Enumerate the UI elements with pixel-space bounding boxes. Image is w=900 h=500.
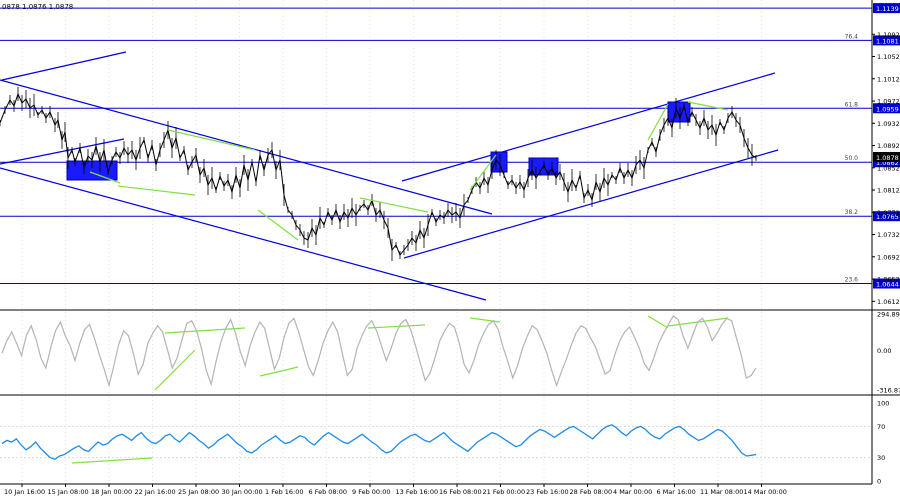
order-block-box [667,101,691,123]
x-tick-label: 18 Jan 00:00 [91,488,132,496]
time-axis-layer: 10 Jan 16:00 15 Jan 08:00 18 Jan 00:00 22 J… [4,484,787,496]
cci-divergence-line [259,366,299,377]
x-tick-label: 4 Mar 00:00 [613,488,652,496]
cci-divergence-line [367,324,426,329]
price-line [0,92,757,256]
channels-layer [0,51,779,301]
channel-line [1,51,127,81]
price-layer [0,87,757,261]
x-tick-label: 14 Mar 00:00 [744,488,787,496]
fib-price-tag [873,211,900,222]
fib-price-tag [873,35,900,46]
fib-price-tag-text: 1.0959 [876,105,899,113]
fib-price-tag [873,157,900,168]
cci-divergence-line [154,349,196,391]
rsi-divergence-line [71,457,153,464]
y-tick-label: 1.0692 [877,253,900,261]
y-tick-label: 1.1012 [877,75,900,83]
cci-tick-label: 0.00 [877,347,891,355]
y-tick-label: 1.0972 [877,98,900,106]
cci-tick-label: 294.899 [877,311,900,319]
x-tick-label: 23 Feb 16:00 [526,488,569,496]
channel-line [0,167,487,301]
rsi-tick-label: 70 [877,423,885,431]
x-tick-label: 13 Feb 16:00 [396,488,439,496]
divergence-line [359,197,429,213]
cci-divergence-line [647,315,669,329]
divergence-line [469,154,497,191]
channel-line [403,149,779,259]
fib-level-label: 38.2 [845,209,859,216]
ohlc-header: 0878 1.0876 1.0878 [2,3,73,11]
rsi-tick-label: 30 [877,454,885,462]
current-price-tag-text: 1.0878 [876,154,899,162]
cci-line [1,315,757,388]
divergence-line [167,129,256,151]
divergence-line [117,185,196,196]
cci-tick-label: -316.878 [877,387,900,395]
y-tick-label: 1.0852 [877,164,900,172]
x-tick-label: 22 Jan 16:00 [135,488,176,496]
x-tick-label: 28 Feb 08:00 [570,488,613,496]
fib-price-tag [873,278,900,289]
fib-price-tag-text: 1.1081 [876,37,899,45]
current-price-tag [873,152,900,162]
y-tick-label: 1.0932 [877,120,900,128]
y-tick-label: 1.0732 [877,231,900,239]
x-tick-label: 1 Feb 16:00 [265,488,304,496]
fib-level-label: 61.8 [845,101,859,108]
y-tick-label: 1.1052 [877,53,900,61]
rsi-tick-label: 100 [877,400,889,408]
x-tick-label: 25 Jan 08:00 [178,488,219,496]
y-tick-label: 1.0812 [877,187,900,195]
y-tick-label: 1.0612 [877,298,900,306]
order-block-box [490,151,508,173]
cci-divergence-line [164,327,246,334]
fib-level-label: 23.6 [845,277,859,284]
divergence-layer [71,101,729,464]
fib-level-label: 76.4 [845,33,859,40]
rsi-line [1,424,757,460]
fib-level-label: 50.0 [845,155,859,162]
fib-price-tag-text: 1.0765 [876,213,899,221]
price-axis-layer: 1.1092 1.1052 1.1012 1.0972 1.0932 1.0892 1.08… [872,31,900,486]
cci-divergence-line [469,317,501,323]
x-tick-label: 11 Mar 08:00 [700,488,743,496]
x-tick-label: 30 Jan 00:00 [222,488,263,496]
grid-layer [21,0,762,484]
y-tick-label: 1.0892 [877,142,900,150]
x-tick-label: 16 Feb 08:00 [439,488,482,496]
divergence-line [257,209,299,241]
divergence-line [647,103,669,141]
divergence-line [687,101,729,111]
x-tick-label: 6 Mar 16:00 [657,488,696,496]
x-tick-label: 10 Jan 16:00 [4,488,45,496]
top-price-tag-text: 1.1139 [876,5,899,13]
channel-line [401,72,776,182]
channel-line [0,79,493,215]
x-tick-label: 6 Feb 08:00 [309,488,348,496]
fib-price-tag [873,103,900,114]
x-tick-label: 21 Feb 00:00 [483,488,526,496]
rsi-tick-label: 0 [877,478,881,486]
fib-levels-layer: 76.4 1.1081 61.8 1.0959 50.0 1.0862 38.2 1.0765… [0,3,900,289]
x-tick-label: 15 Jan 08:00 [48,488,89,496]
top-price-tag [873,3,900,14]
y-tick-label: 1.0652 [877,276,900,284]
fib-price-tag-text: 1.0644 [876,281,899,289]
fib-price-tag-text: 1.0862 [876,159,899,167]
x-tick-label: 9 Feb 00:00 [352,488,391,496]
rsi-layer [0,424,872,460]
y-tick-label: 1.1092 [877,31,900,39]
y-tick-label: 1.0772 [877,209,900,217]
divergence-line [89,171,121,184]
boxes-layer [66,101,691,181]
channel-line [0,138,125,165]
cci-layer [1,315,757,388]
